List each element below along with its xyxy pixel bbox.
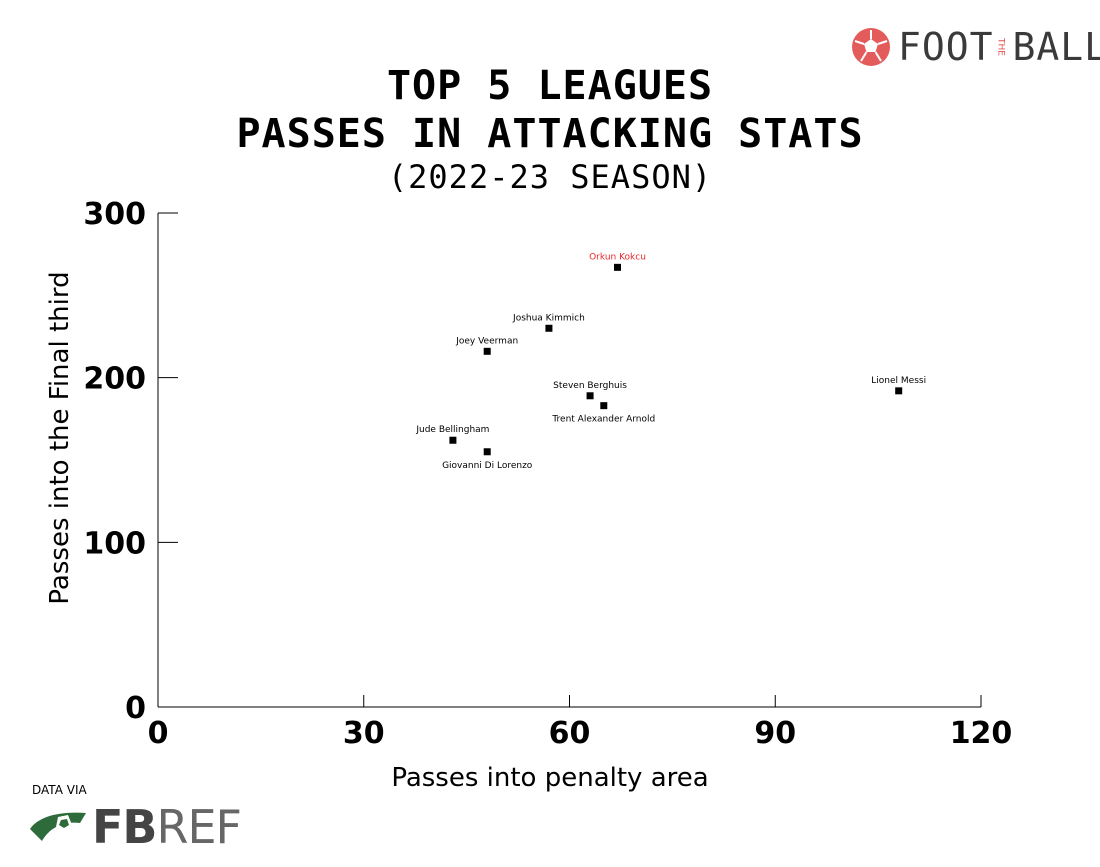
y-tick-label: 200: [83, 362, 146, 397]
data-point-label: Orkun Kokcu: [589, 252, 646, 262]
chart-points: Orkun Kokcu Joshua Kimmich Joey Veerman Lio…: [415, 252, 926, 470]
fbref-icon: [30, 812, 86, 841]
data-point: [614, 263, 622, 271]
y-tick-label: 0: [125, 691, 146, 726]
x-tick-label: 0: [148, 716, 169, 751]
data-point: [600, 402, 608, 410]
chart-subtitle: (2022-23 SEASON): [387, 158, 713, 196]
data-point-label: Jude Bellingham: [415, 425, 489, 435]
x-tick-label: 30: [343, 716, 385, 751]
x-axis-label: Passes into penalty area: [391, 763, 708, 793]
y-tick-label: 100: [83, 526, 146, 561]
data-point-label: Lionel Messi: [871, 376, 926, 386]
chart-title-line2: PASSES IN ATTACKING STATS: [236, 111, 864, 157]
y-tick-label: 300: [83, 197, 146, 232]
data-point: [586, 392, 594, 400]
chart-axes: [157, 213, 981, 708]
brand-ball: BALL: [1012, 25, 1100, 69]
brand-foot: FOOT: [898, 25, 994, 69]
data-point: [483, 347, 491, 355]
x-tick-label: 120: [950, 716, 1013, 751]
data-point: [895, 387, 903, 395]
brand-the: THE: [995, 38, 1006, 56]
data-point: [449, 436, 457, 444]
data-point-label: Steven Berghuis: [553, 381, 627, 391]
data-point-label: Joey Veerman: [455, 336, 518, 346]
data-point-label: Trent Alexander Arnold: [551, 415, 655, 425]
data-point: [483, 448, 491, 456]
fbref-fb: FB: [92, 800, 157, 854]
fbref-ref: REF: [156, 800, 241, 854]
data-source-label: DATA VIA: [32, 783, 87, 797]
chart-title-line1: TOP 5 LEAGUES: [386, 63, 714, 109]
x-tick-label: 60: [549, 716, 591, 751]
y-axis-label: Passes into the Final third: [45, 271, 75, 604]
football-icon: [852, 28, 890, 66]
data-point-label: Giovanni Di Lorenzo: [442, 461, 533, 471]
data-point-label: Joshua Kimmich: [512, 313, 585, 323]
chart-ticks: 0 30 60 90 120 0 100 200 300: [83, 197, 1012, 751]
fbref-logo: FB REF: [28, 800, 242, 854]
chart-title-block: TOP 5 LEAGUES PASSES IN ATTACKING STATS …: [0, 62, 1100, 196]
footballl-logo: FOOT THE BALL: [850, 24, 1100, 70]
data-point: [545, 324, 553, 332]
x-tick-label: 90: [754, 716, 796, 751]
